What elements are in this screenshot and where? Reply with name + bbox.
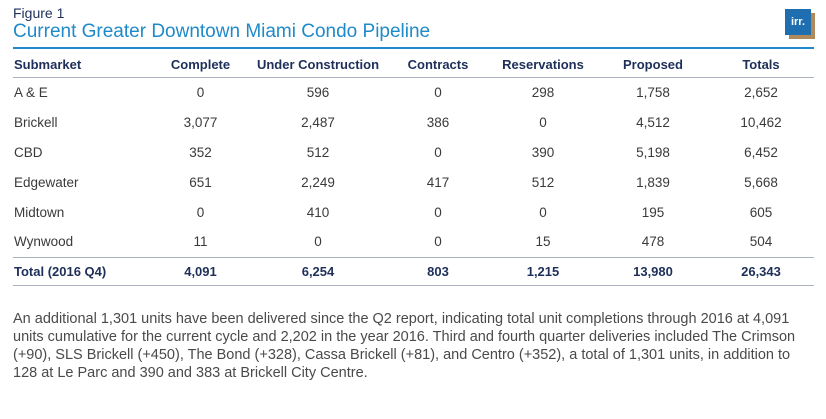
cell-contracts: 0 (434, 234, 442, 250)
cell-under-construction: 2,249 (301, 174, 335, 190)
explanatory-note: An additional 1,301 units have been deli… (13, 311, 796, 381)
cell-totals: 5,668 (744, 174, 778, 190)
cell-submarket: Midtown (14, 204, 65, 220)
total-row: Total (2016 Q4) 4,091 6,254 803 1,215 13… (13, 256, 814, 286)
cell-contracts: 417 (426, 174, 450, 190)
col-header-contracts: Contracts (388, 52, 488, 78)
figure-title: Current Greater Downtown Miami Condo Pip… (13, 21, 431, 42)
total-complete: 4,091 (153, 256, 248, 286)
cell-proposed: 4,512 (636, 114, 670, 130)
table-row: Wynwood 11 0 0 15 478 504 (13, 227, 814, 257)
cell-reservations: 298 (531, 84, 555, 100)
col-header-submarket: Submarket (13, 52, 153, 78)
table-row: Edgewater 651 2,249 417 512 1,839 5,668 (13, 167, 814, 197)
col-header-under-construction: Under Construction (248, 52, 388, 78)
cell-complete: 0 (196, 204, 205, 220)
cell-reservations: 0 (539, 204, 547, 220)
cell-complete: 352 (189, 144, 212, 160)
col-header-totals: Totals (708, 52, 814, 78)
cell-complete: 0 (196, 84, 205, 100)
cell-under-construction: 2,487 (301, 114, 335, 130)
title-divider (13, 47, 814, 49)
cell-reservations: 0 (539, 114, 547, 130)
cell-under-construction: 0 (314, 234, 322, 250)
cell-under-construction: 596 (306, 84, 330, 100)
col-header-reservations: Reservations (488, 52, 598, 78)
table-header-row: Submarket Complete Under Construction Co… (13, 52, 814, 78)
col-header-complete: Complete (153, 52, 248, 78)
cell-proposed: 1,758 (636, 84, 670, 100)
cell-complete: 3,077 (183, 114, 218, 130)
cell-proposed: 478 (641, 234, 665, 250)
cell-submarket: CBD (14, 144, 43, 160)
cell-proposed: 1,839 (636, 174, 670, 190)
cell-totals: 504 (749, 234, 773, 250)
cell-totals: 10,462 (740, 114, 782, 130)
cell-totals: 6,452 (744, 144, 778, 160)
cell-under-construction: 410 (306, 204, 330, 220)
cell-contracts: 0 (434, 84, 442, 100)
cell-reservations: 15 (535, 234, 551, 250)
cell-complete: 11 (193, 234, 208, 250)
cell-contracts: 0 (434, 144, 442, 160)
total-under-construction: 6,254 (248, 256, 388, 286)
cell-submarket: Brickell (14, 114, 58, 130)
cell-submarket: Wynwood (14, 234, 74, 250)
table-row: Brickell 3,077 2,487 386 0 4,512 10,462 (13, 107, 814, 137)
irr-logo: irr. (785, 9, 815, 39)
cell-under-construction: 512 (306, 144, 330, 160)
cell-reservations: 512 (531, 174, 555, 190)
total-proposed: 13,980 (598, 256, 708, 286)
logo-text: irr. (785, 9, 811, 35)
col-header-proposed: Proposed (598, 52, 708, 78)
cell-proposed: 5,198 (636, 144, 670, 160)
cell-contracts: 386 (426, 114, 450, 130)
condo-pipeline-table: Submarket Complete Under Construction Co… (13, 52, 814, 286)
cell-proposed: 195 (641, 204, 665, 220)
cell-submarket: A & E (14, 84, 48, 100)
total-reservations: 1,215 (488, 256, 598, 286)
table-row: CBD 352 512 0 390 5,198 6,452 (13, 137, 814, 167)
figure-label: Figure 1 (13, 5, 65, 21)
total-totals: 26,343 (708, 256, 814, 286)
total-label: Total (2016 Q4) (13, 256, 153, 286)
cell-complete: 651 (189, 174, 212, 190)
table-row: A & E 0 596 0 298 1,758 2,652 (13, 77, 814, 107)
total-contracts: 803 (388, 256, 488, 286)
cell-reservations: 390 (531, 144, 555, 160)
cell-contracts: 0 (434, 204, 442, 220)
cell-totals: 2,652 (744, 84, 778, 100)
cell-totals: 605 (749, 204, 773, 220)
cell-submarket: Edgewater (14, 174, 79, 190)
table-row: Midtown 0 410 0 0 195 605 (13, 197, 814, 227)
